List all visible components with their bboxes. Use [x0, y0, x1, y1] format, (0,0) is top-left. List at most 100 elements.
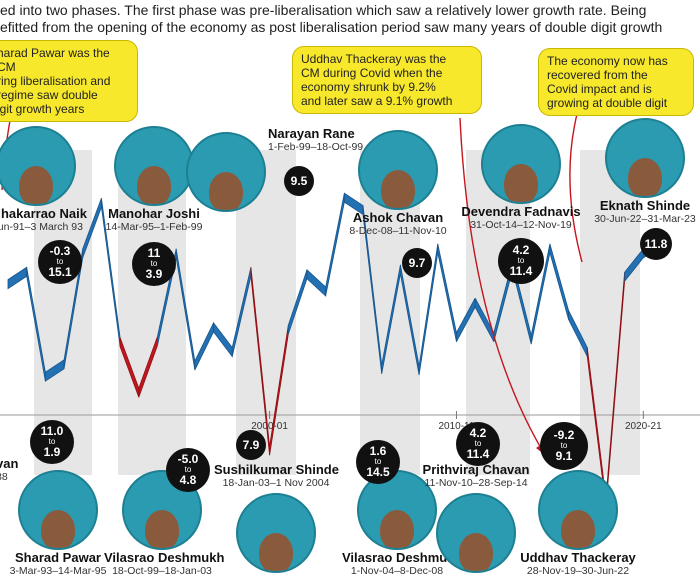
portrait-icon: [0, 126, 76, 206]
badge-value: -5.0: [177, 452, 199, 466]
badge-to: to: [150, 259, 158, 268]
portrait-icon: [538, 470, 618, 550]
badge-value: 1.9: [43, 445, 61, 459]
badge-value: -9.2: [553, 428, 575, 442]
badge-to: to: [184, 465, 192, 474]
person-eknath-shinde: Eknath Shinde 30-Jun-22–31-Mar-23: [590, 118, 700, 225]
growth-badge: 11.0 to 1.9: [30, 420, 74, 464]
line-segment: [549, 243, 569, 320]
portrait-icon: [236, 493, 316, 573]
person-ashok-chavan: Ashok Chavan 8-Dec-08–11-Nov-10: [346, 130, 450, 237]
growth-badge: 11.8: [640, 228, 672, 260]
callout-uddhav-thackeray: Uddhav Thackeray was the CM during Covid…: [292, 46, 482, 114]
person-term: 18-Jan-03–1 Nov 2004: [222, 477, 330, 489]
growth-badge: 9.5: [284, 166, 314, 196]
person-sushilkumar-shinde: Sushilkumar Shinde 18-Jan-03–1 Nov 2004: [214, 462, 339, 573]
intro-text: ed into two phases. The first phase was …: [0, 2, 700, 36]
person-name: Narayan Rane: [268, 126, 355, 141]
growth-badge: 1.6 to 14.5: [356, 440, 400, 484]
badge-value: 4.2: [469, 426, 487, 440]
growth-badge: -9.2 to 9.1: [540, 422, 588, 470]
badge-value: 15.1: [48, 265, 72, 279]
person-name: Vilasrao Deshmukh: [104, 550, 225, 565]
line-segment: [325, 193, 345, 297]
badge-to: to: [474, 439, 482, 448]
callout-line: regime saw double: [0, 88, 98, 102]
line-segment: [194, 322, 214, 371]
x-axis: 2000-01 2010-11 2020-21: [0, 411, 700, 432]
growth-badge: 9.7: [402, 248, 432, 278]
portrait-icon: [357, 470, 437, 550]
callout-line: The economy now has: [547, 54, 668, 68]
person-prithviraj-chavan: Prithviraj Chavan 11-Nov-10–28-Sep-14: [414, 462, 538, 573]
person-term: 1-Nov-04–8-Dec-08: [350, 565, 444, 577]
line-segment: [213, 321, 233, 358]
badge-value: -0.3: [49, 244, 71, 258]
badge-value: 11.4: [466, 447, 490, 461]
line-segment: [437, 243, 457, 342]
term-band: [466, 150, 530, 475]
callout-sharad-pawar: harad Pawar was the CM ring liberalisati…: [0, 40, 138, 122]
person-term: 8-Dec-08–11-Nov-10: [349, 225, 447, 237]
person-sudhakarrao-naik: udhakarrao Naik -Jun-91–3 March 93: [0, 126, 96, 233]
badge-value: 4.2: [512, 243, 530, 257]
badge-value: 11: [147, 246, 161, 260]
callout-eknath-shinde: The economy now has recovered from the C…: [538, 48, 694, 116]
person-narayan-rane: Narayan Rane 1-Feb-99–18-Oct-99: [268, 126, 378, 153]
portrait-icon: [114, 126, 194, 206]
portrait-icon: [481, 124, 561, 204]
person-partial-left: van 88: [0, 456, 22, 483]
person-term: 18-Oct-99–18-Jan-03: [112, 565, 212, 577]
callout-line: CM during Covid when the: [301, 66, 443, 80]
callout-line: ring liberalisation and: [0, 74, 111, 88]
person-term: 1-Feb-99–18-Oct-99: [268, 141, 364, 153]
person-term: 28-Nov-19–30-Jun-22: [526, 565, 630, 577]
callout-arrow: [569, 109, 583, 263]
growth-line: [7, 192, 663, 508]
x-tick-label: 2020-21: [625, 421, 662, 432]
intro-line-2: efitted from the opening of the economy …: [0, 19, 663, 35]
person-name: udhakarrao Naik: [0, 206, 87, 221]
person-name: Prithviraj Chavan: [422, 462, 530, 477]
callout-line: recovered from the: [547, 68, 648, 82]
portrait-icon: [358, 130, 438, 210]
growth-badge: 4.2 to 11.4: [456, 422, 500, 466]
person-term: 88: [0, 471, 8, 483]
person-name: Devendra Fadnavis: [461, 204, 581, 219]
intro-line-1: ed into two phases. The first phase was …: [0, 2, 647, 18]
person-term: 11-Nov-10–28-Sep-14: [424, 477, 528, 489]
badge-to: to: [56, 257, 64, 266]
person-term: -Jun-91–3 March 93: [0, 221, 83, 233]
person-devendra-fadnavis: Devendra Fadnavis 31-Oct-14–12-Nov-19: [456, 124, 586, 231]
person-uddhav-thackeray: Uddhav Thackeray 28-Nov-19–30-Jun-22: [520, 470, 636, 577]
badge-value: 9.1: [555, 449, 573, 463]
person-name: Ashok Chavan: [352, 210, 444, 225]
person-name: Vilasrao Deshmukh: [342, 550, 463, 565]
badge-value: 11.0: [40, 424, 64, 438]
badge-value: 11.8: [644, 236, 668, 251]
growth-badge: -5.0 to 4.8: [166, 448, 210, 492]
person-term: 3-Mar-93–14-Mar-95: [9, 565, 107, 577]
growth-badge: 7.9: [236, 430, 266, 460]
badge-to: to: [374, 457, 382, 466]
callout-line: and later saw a 9.1% growth: [301, 94, 453, 108]
x-tick-label: 2000-01: [251, 421, 288, 432]
badge-value: 9.5: [290, 173, 308, 188]
callout-line: harad Pawar was the CM: [0, 46, 110, 74]
person-name: Eknath Shinde: [599, 198, 691, 213]
badge-value: 14.5: [366, 465, 390, 479]
badge-to: to: [560, 441, 568, 450]
badge-value: 1.6: [369, 444, 387, 458]
portrait-icon: [605, 118, 685, 198]
portrait-icon: [186, 132, 266, 212]
person-name: Uddhav Thackeray: [520, 550, 636, 565]
line-segment: [7, 266, 28, 290]
person-sharad-pawar: Sharad Pawar 3-Mar-93–14-Mar-95: [6, 470, 110, 577]
person-term: 31-Oct-14–12-Nov-19: [470, 219, 572, 231]
growth-badge: -0.3 to 15.1: [38, 240, 82, 284]
person-term: 30-Jun-22–31-Mar-23: [594, 213, 696, 225]
portrait-icon: [436, 493, 516, 573]
badge-value: 3.9: [145, 267, 163, 281]
badge-value: 4.8: [179, 473, 197, 487]
badge-value: 9.7: [408, 255, 426, 270]
